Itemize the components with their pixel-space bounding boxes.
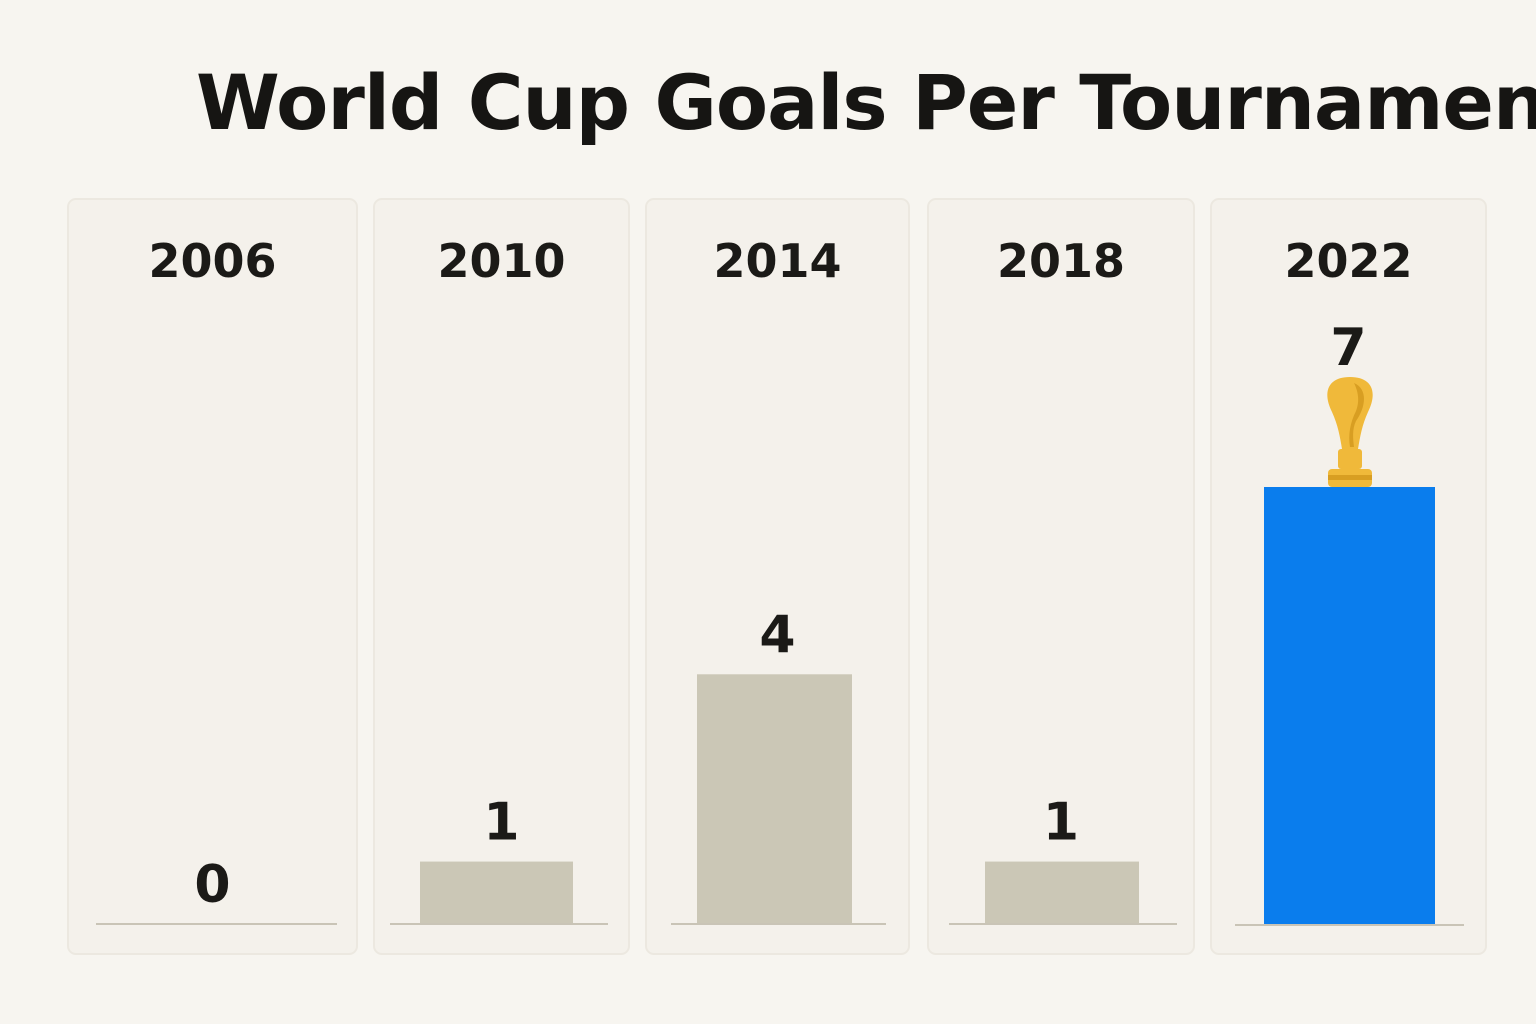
chart-title: World Cup Goals Per Tournament — [196, 58, 1536, 147]
data-label-2010: 1 — [483, 793, 519, 853]
category-label-2006: 2006 — [148, 234, 276, 288]
bar-2018[interactable] — [985, 861, 1139, 924]
category-label-2014: 2014 — [713, 234, 841, 288]
panel-2006 — [67, 198, 358, 955]
data-label-2022: 7 — [1330, 318, 1366, 378]
data-label-2014: 4 — [759, 605, 795, 665]
category-label-2018: 2018 — [997, 234, 1125, 288]
data-label-2018: 1 — [1043, 793, 1079, 853]
panel-2010 — [373, 198, 630, 955]
category-label-2010: 2010 — [437, 234, 565, 288]
bar-2010[interactable] — [420, 861, 573, 924]
category-label-2022: 2022 — [1284, 234, 1412, 288]
panel-2018 — [927, 198, 1195, 955]
bar-2014[interactable] — [697, 674, 852, 924]
bar-2022[interactable] — [1264, 487, 1435, 924]
data-label-2006: 0 — [194, 855, 230, 915]
trophy-icon — [1327, 377, 1373, 487]
